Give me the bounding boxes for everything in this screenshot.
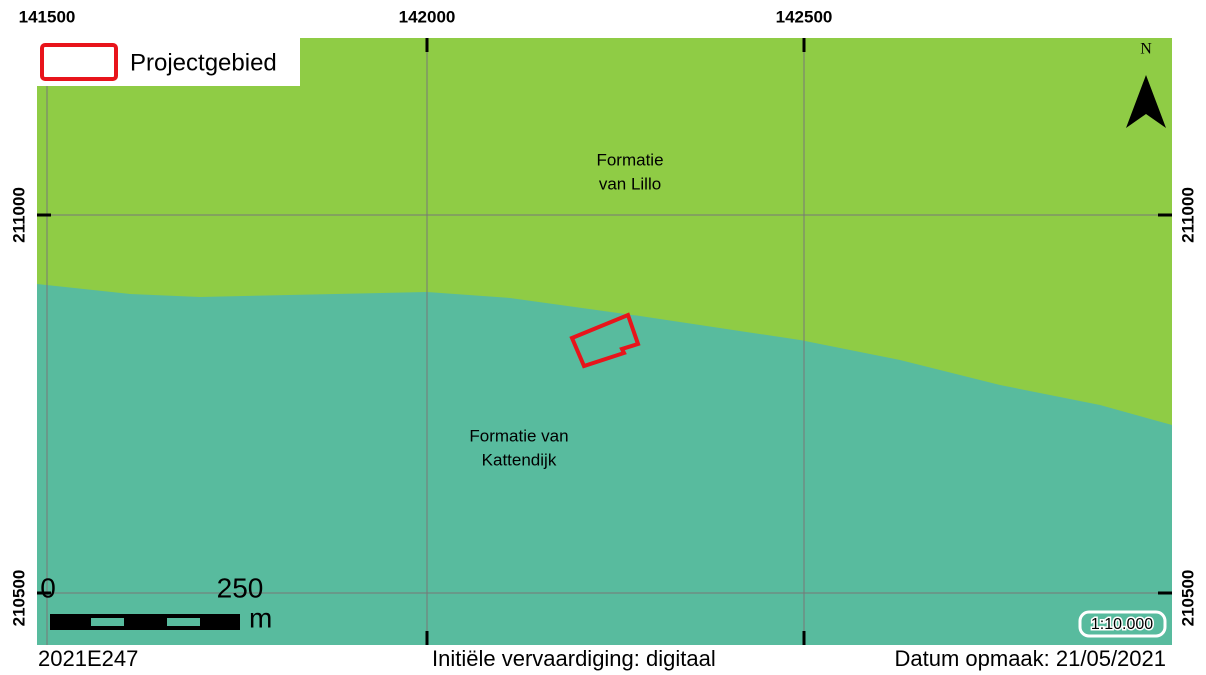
coord-label: 211000 <box>9 187 28 243</box>
area-label: Formatie van <box>469 426 568 445</box>
footer-right: Datum opmaak: 21/05/2021 <box>894 646 1166 671</box>
area-label: van Lillo <box>599 174 661 193</box>
legend-swatch <box>40 43 118 81</box>
scale-bar <box>50 614 240 630</box>
coord-label: 141500 <box>19 7 76 26</box>
north-label: N <box>1140 41 1152 58</box>
coord-label: 210500 <box>1178 570 1197 627</box>
scale-ratio: 1:10.000 <box>1091 616 1153 633</box>
coord-label: 142000 <box>399 7 456 26</box>
area-label: Kattendijk <box>482 450 557 469</box>
project-area <box>569 312 641 369</box>
kattendijk-area <box>37 284 1172 645</box>
scale-unit: m <box>249 602 272 633</box>
coord-label: 211000 <box>1178 187 1197 243</box>
footer-left: 2021E247 <box>38 646 138 671</box>
north-arrow <box>1126 75 1166 128</box>
footer-center: Initiële vervaardiging: digitaal <box>432 646 716 671</box>
frame-ticks <box>37 38 1172 645</box>
area-label: Formatie <box>596 150 663 169</box>
scale-box <box>1078 610 1167 638</box>
coord-label: 210500 <box>9 570 28 627</box>
scale-end: 250 <box>217 572 264 603</box>
grid <box>37 38 1172 645</box>
coord-label: 142500 <box>776 7 833 26</box>
scale-start: 0 <box>40 572 56 603</box>
legend-label: Projectgebied <box>130 49 277 76</box>
